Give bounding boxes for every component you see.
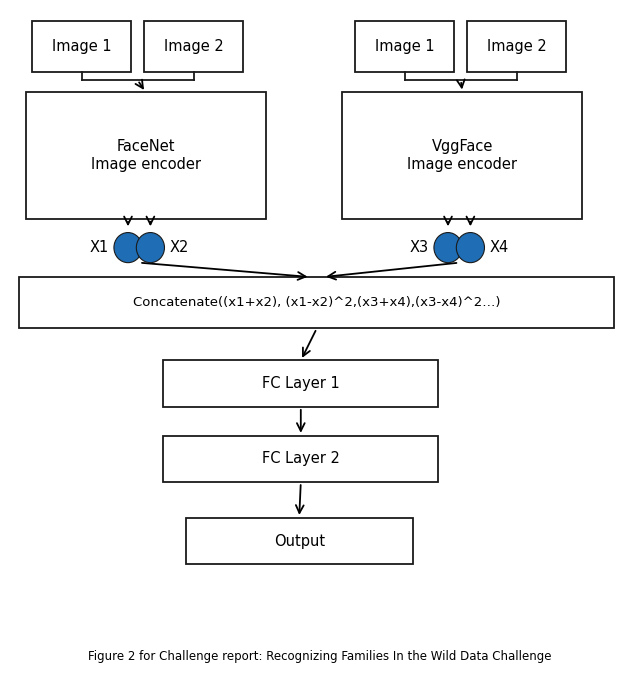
Text: Concatenate((x1+x2), (x1-x2)^2,(x3+x4),(x3-x4)^2…): Concatenate((x1+x2), (x1-x2)^2,(x3+x4),(… xyxy=(133,296,500,309)
Text: Image 2: Image 2 xyxy=(164,39,223,53)
Circle shape xyxy=(136,233,164,263)
FancyBboxPatch shape xyxy=(342,92,582,219)
FancyBboxPatch shape xyxy=(19,277,614,328)
Circle shape xyxy=(456,233,484,263)
FancyBboxPatch shape xyxy=(144,21,243,72)
FancyBboxPatch shape xyxy=(355,21,454,72)
Text: X2: X2 xyxy=(170,240,189,255)
Text: Image 2: Image 2 xyxy=(487,39,547,53)
Circle shape xyxy=(114,233,142,263)
Text: VggFace
Image encoder: VggFace Image encoder xyxy=(408,140,517,172)
Text: X3: X3 xyxy=(410,240,429,255)
Text: Figure 2 for Challenge report: Recognizing Families In the Wild Data Challenge: Figure 2 for Challenge report: Recognizi… xyxy=(88,650,552,663)
Text: X1: X1 xyxy=(90,240,109,255)
FancyBboxPatch shape xyxy=(163,436,438,482)
Text: X4: X4 xyxy=(490,240,509,255)
Text: FC Layer 1: FC Layer 1 xyxy=(262,376,340,391)
FancyBboxPatch shape xyxy=(163,360,438,407)
FancyBboxPatch shape xyxy=(467,21,566,72)
Text: Image 1: Image 1 xyxy=(375,39,435,53)
Text: FaceNet
Image encoder: FaceNet Image encoder xyxy=(91,140,200,172)
FancyBboxPatch shape xyxy=(26,92,266,219)
FancyBboxPatch shape xyxy=(32,21,131,72)
Circle shape xyxy=(434,233,462,263)
FancyBboxPatch shape xyxy=(186,518,413,564)
Text: Image 1: Image 1 xyxy=(52,39,111,53)
Text: FC Layer 2: FC Layer 2 xyxy=(262,451,340,466)
Text: Output: Output xyxy=(274,534,324,549)
